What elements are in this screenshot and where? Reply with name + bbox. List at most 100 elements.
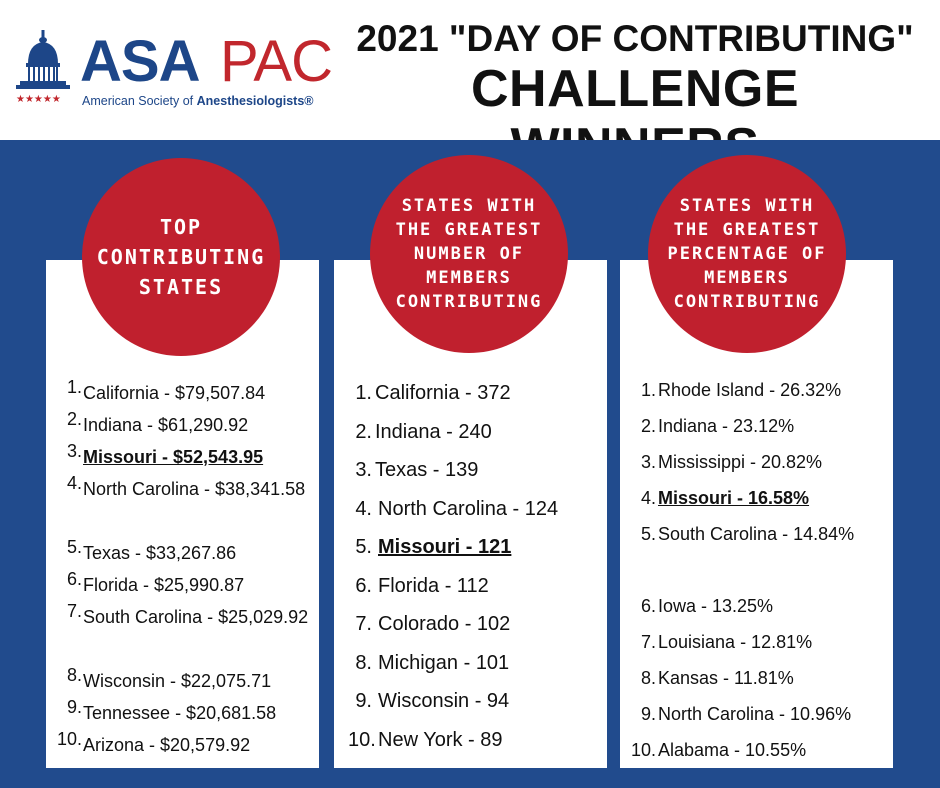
item-text: New York - 89: [378, 728, 503, 751]
heading-line: NUMBER OF: [413, 244, 525, 264]
list-item: 8. Wisconsin - $22,075.71: [54, 665, 314, 697]
heading-line: MEMBERS: [704, 268, 790, 288]
list-item: 4. North Carolina - $38,341.58: [54, 473, 314, 537]
logo-asa-text: ASA: [80, 29, 200, 94]
heading-line: THE GREATEST: [395, 220, 543, 240]
list-item: 7. South Carolina - $25,029.92: [54, 601, 314, 665]
list-item: 4. North Carolina - 124: [348, 490, 608, 529]
item-number: 4.: [640, 488, 656, 508]
item-text: North Carolina - 10.96%: [658, 704, 852, 724]
list-item: 5. South Carolina - 14.84%: [628, 516, 890, 588]
item-number: 10.: [348, 728, 376, 751]
item-text: Mississippi - 20.82%: [658, 452, 823, 472]
item-text: Florida - $25,990.87: [83, 575, 245, 595]
item-number: 10.: [56, 729, 82, 749]
members-percentage-heading: STATES WITH THE GREATEST PERCENTAGE OF M…: [648, 155, 846, 353]
heading-line: TOP: [159, 215, 203, 239]
item-number: 2.: [640, 416, 656, 436]
heading-line: PERCENTAGE OF: [667, 244, 827, 264]
list-item: 2. Indiana - $61,290.92: [54, 409, 314, 441]
logo-subtitle-prefix: American Society of: [82, 94, 197, 108]
item-text: Indiana - $61,290.92: [83, 415, 249, 435]
item-text: Missouri - 121: [378, 536, 512, 558]
list-item: 2. Indiana - 240: [348, 413, 608, 452]
item-number: 9.: [66, 697, 82, 717]
list-item: 6. Iowa - 13.25%: [628, 588, 890, 624]
item-text: Indiana - 240: [375, 420, 492, 443]
list-item-highlighted: 3. Missouri - $52,543.95: [54, 441, 314, 473]
list-item: 3. Texas - 139: [348, 451, 608, 490]
item-text: Iowa - 13.25%: [658, 596, 774, 616]
item-number: 3.: [66, 441, 82, 461]
members-count-list: 1. California - 372 2. Indiana - 240 3. Tex…: [348, 374, 608, 759]
list-item: 10. Arizona - $20,579.92: [54, 729, 314, 761]
item-number: 6.: [355, 574, 372, 597]
list-item-highlighted: 5. Missouri - 121: [348, 528, 608, 567]
heading-line: STATES WITH: [679, 196, 815, 216]
list-item: 7. Louisiana - 12.81%: [628, 624, 890, 660]
item-number: 5.: [66, 537, 82, 557]
list-item: 9. North Carolina - 10.96%: [628, 696, 890, 732]
heading-line: MEMBERS: [426, 268, 512, 288]
title-line-1: 2021 "DAY OF CONTRIBUTING": [356, 18, 914, 59]
item-text: North Carolina - $38,341.58: [83, 479, 306, 499]
list-item: 8. Kansas - 11.81%: [628, 660, 890, 696]
list-item: 6. Florida - 112: [348, 567, 608, 606]
logo-subtitle-bold: Anesthesiologists®: [196, 94, 314, 108]
item-text: Kansas - 11.81%: [658, 668, 794, 688]
item-number: 4.: [66, 473, 82, 493]
item-number: 4.: [355, 497, 372, 520]
list-item-highlighted: 4. Missouri - 16.58%: [628, 480, 890, 516]
list-item: 6. Florida - $25,990.87: [54, 569, 314, 601]
item-number: 7.: [355, 613, 372, 635]
item-number: 5.: [355, 536, 372, 558]
list-item: 5. Texas - $33,267.86: [54, 537, 314, 569]
svg-text:★★★★★: ★★★★★: [16, 94, 61, 105]
logo-pac-text: PAC: [220, 29, 333, 94]
heading-line: STATES: [138, 275, 224, 299]
item-text: Louisiana - 12.81%: [658, 632, 813, 652]
item-text: South Carolina - $25,029.92: [83, 607, 309, 627]
item-number: 7.: [640, 632, 656, 652]
item-number: 6.: [640, 596, 656, 616]
list-item: 1. Rhode Island - 26.32%: [628, 372, 890, 408]
item-number: 1.: [355, 382, 372, 404]
item-number: 10.: [630, 740, 656, 760]
item-text: Missouri - $52,543.95: [83, 447, 264, 467]
list-item: 10. Alabama - 10.55%: [628, 732, 890, 768]
item-text: Tennessee - $20,681.58: [83, 703, 277, 723]
item-text: Wisconsin - $22,075.71: [83, 671, 272, 691]
list-item: 1. California - $79,507.84: [54, 377, 314, 409]
item-number: 8.: [355, 651, 372, 674]
item-number: 3.: [355, 459, 372, 481]
heading-line: CONTRIBUTING: [96, 245, 266, 269]
heading-line: STATES WITH: [401, 196, 537, 216]
item-text: California - $79,507.84: [83, 383, 266, 403]
item-text: Arizona - $20,579.92: [83, 735, 251, 755]
asapac-logo: ★★★★★ ASA PAC American Society of Anesth…: [14, 29, 333, 110]
list-item: 2. Indiana - 23.12%: [628, 408, 890, 444]
item-number: 2.: [66, 409, 82, 429]
item-text: Michigan - 101: [378, 651, 510, 674]
logo-subtitle: American Society of Anesthesiologists®: [82, 94, 314, 108]
header: ★★★★★ ASA PAC American Society of Anesth…: [0, 0, 940, 176]
capitol-icon: ★★★★★: [16, 30, 70, 105]
item-number: 9.: [640, 704, 656, 724]
item-text: North Carolina - 124: [378, 497, 559, 520]
list-item: 10. New York - 89: [348, 721, 608, 760]
top-contributing-heading: TOP CONTRIBUTING STATES: [82, 158, 280, 356]
members-percentage-list: 1. Rhode Island - 26.32% 2. Indiana - 23.1…: [628, 372, 890, 768]
item-number: 5.: [640, 524, 656, 544]
item-number: 1.: [640, 380, 656, 400]
list-item: 1. California - 372: [348, 374, 608, 413]
item-number: 8.: [640, 668, 656, 688]
top-contributing-list: 1. California - $79,507.84 2. Indiana - $6…: [54, 377, 314, 761]
item-text: Wisconsin - 94: [378, 690, 510, 712]
item-text: Texas - $33,267.86: [83, 543, 237, 563]
list-item: 9. Wisconsin - 94: [348, 682, 608, 721]
item-number: 8.: [66, 665, 82, 685]
heading-line: THE GREATEST: [673, 220, 821, 240]
list-item: 7. Colorado - 102: [348, 605, 608, 644]
item-text: Missouri - 16.58%: [658, 488, 810, 508]
item-number: 1.: [66, 377, 82, 397]
